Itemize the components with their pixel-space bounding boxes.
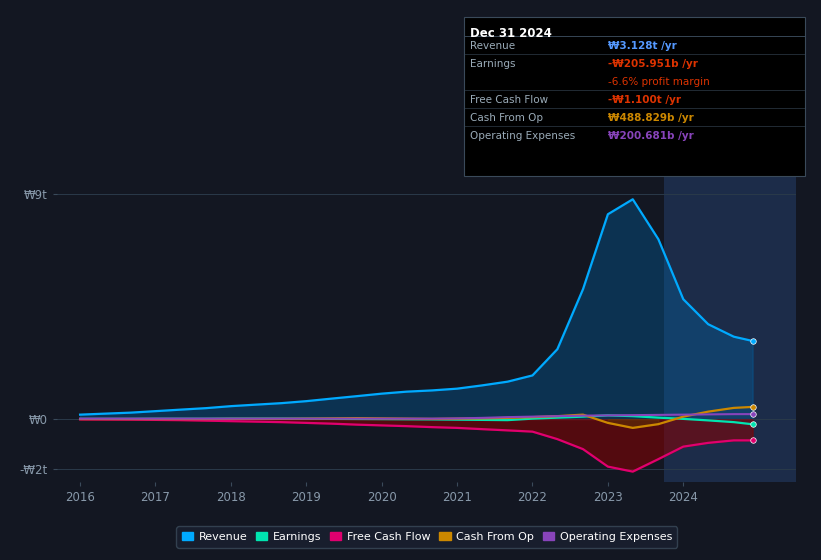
Legend: Revenue, Earnings, Free Cash Flow, Cash From Op, Operating Expenses: Revenue, Earnings, Free Cash Flow, Cash …: [177, 526, 677, 548]
Text: Dec 31 2024: Dec 31 2024: [470, 27, 553, 40]
Text: ₩3.128t /yr: ₩3.128t /yr: [608, 41, 677, 51]
Text: -₩205.951b /yr: -₩205.951b /yr: [608, 59, 697, 69]
Bar: [664, 157, 796, 482]
Text: Free Cash Flow: Free Cash Flow: [470, 95, 548, 105]
Text: Revenue: Revenue: [470, 41, 516, 51]
Text: Operating Expenses: Operating Expenses: [470, 130, 576, 141]
Text: ₩488.829b /yr: ₩488.829b /yr: [608, 113, 693, 123]
Text: Earnings: Earnings: [470, 59, 516, 69]
Text: -₩1.100t /yr: -₩1.100t /yr: [608, 95, 681, 105]
Text: Cash From Op: Cash From Op: [470, 113, 544, 123]
Text: ₩200.681b /yr: ₩200.681b /yr: [608, 130, 693, 141]
Text: -6.6% profit margin: -6.6% profit margin: [608, 77, 709, 87]
